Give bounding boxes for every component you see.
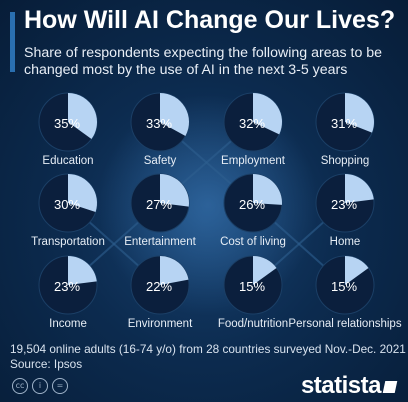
pie-9: 22% Environment — [128, 255, 193, 330]
pie-slice — [68, 174, 97, 212]
pie-6: 26% Cost of living — [220, 173, 286, 248]
pie-slice — [253, 174, 282, 205]
category-label: Personal relationships — [288, 318, 401, 330]
pie-8: 23% Income — [38, 255, 98, 330]
footnote-source: Source: Ipsos — [10, 357, 83, 371]
pie-1: 33% Safety — [130, 92, 190, 167]
pie-0: 35% Education — [38, 92, 98, 167]
statista-logo-icon — [382, 381, 398, 393]
pie-2: 32% Employment — [221, 92, 286, 167]
category-label: Environment — [128, 318, 193, 330]
pie-11: 15% Personal relationships — [288, 255, 402, 330]
cc-icon[interactable]: cc — [12, 378, 28, 394]
pie-slice — [160, 93, 189, 136]
category-label: Home — [330, 236, 361, 248]
value-label: 31% — [331, 116, 357, 131]
pie-slice — [253, 256, 277, 285]
title-accent-bar — [10, 12, 15, 72]
category-label: Entertainment — [124, 236, 196, 248]
category-label: Income — [49, 318, 87, 330]
category-label: Safety — [144, 155, 177, 167]
info-icon[interactable]: i — [32, 378, 48, 394]
footnote-sample: 19,504 online adults (16-74 y/o) from 28… — [10, 342, 406, 356]
pie-slice — [345, 174, 374, 203]
pie-7: 23% Home — [315, 173, 375, 248]
value-label: 27% — [146, 197, 172, 212]
category-label: Employment — [221, 155, 286, 167]
category-label: Cost of living — [220, 236, 286, 248]
pie-slice — [160, 174, 189, 207]
value-label: 32% — [239, 116, 265, 131]
pie-slice — [68, 93, 98, 140]
license-icons: cc i = — [12, 378, 68, 394]
chart-title: How Will AI Change Our Lives? — [24, 6, 396, 34]
pie-3: 31% Shopping — [315, 92, 375, 167]
value-label: 33% — [146, 116, 172, 131]
equals-icon[interactable]: = — [52, 378, 68, 394]
category-label: Education — [42, 155, 93, 167]
brand-name: statista — [300, 372, 382, 399]
pie-slice — [160, 256, 189, 285]
value-label: 23% — [54, 279, 80, 294]
pie-slice — [345, 256, 369, 285]
value-label: 30% — [54, 197, 80, 212]
pie-slice — [345, 93, 374, 133]
chart-subtitle: Share of respondents expecting the follo… — [24, 45, 383, 78]
pie-5: 27% Entertainment — [124, 173, 197, 248]
pie-slice — [68, 256, 97, 285]
value-label: 26% — [239, 197, 265, 212]
pie-4: 30% Transportation — [31, 173, 105, 248]
pie-10: 15% Food/nutrition — [218, 255, 288, 330]
pie-slice — [253, 93, 283, 135]
category-label: Transportation — [31, 236, 105, 248]
statista-logo[interactable]: statista — [300, 372, 398, 400]
value-label: 23% — [331, 197, 357, 212]
value-label: 15% — [331, 279, 357, 294]
footnote: 19,504 online adults (16-74 y/o) from 28… — [10, 342, 406, 372]
category-label: Food/nutrition — [218, 318, 288, 330]
category-label: Shopping — [321, 155, 370, 167]
value-label: 15% — [239, 279, 265, 294]
value-label: 35% — [54, 116, 80, 131]
value-label: 22% — [146, 279, 172, 294]
